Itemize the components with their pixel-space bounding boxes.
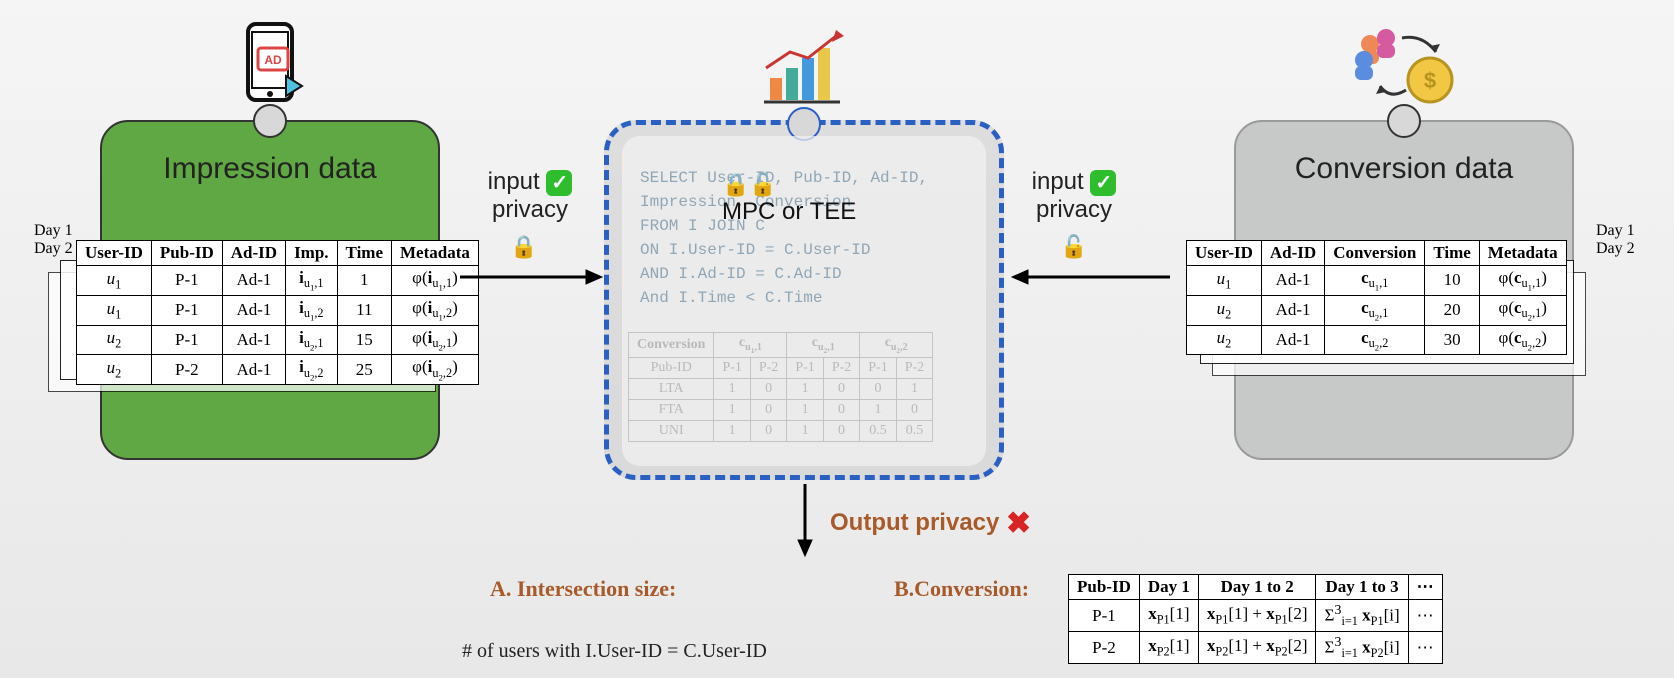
col-pubid: Pub-ID (151, 241, 222, 266)
col-userid: User-ID (1187, 241, 1262, 266)
lock-open-icon: 🔓 (1060, 234, 1087, 260)
impression-title: Impression data (102, 152, 438, 186)
left-day1: Day 1 (34, 222, 73, 240)
privacy-text: privacy (492, 196, 568, 223)
lock-black-icon: 🔒 (510, 234, 537, 260)
right-arrow (1004, 262, 1174, 292)
lock-open-icon: 🔓 (749, 172, 776, 198)
output-table: Pub-ID Day 1 Day 1 to 2 Day 1 to 3 ⋯ P-1… (1068, 574, 1443, 664)
col-meta: Metadata (1479, 241, 1566, 266)
conversion-table: User-ID Ad-ID Conversion Time Metadata u… (1186, 240, 1567, 355)
right-day1: Day 1 (1596, 222, 1635, 240)
right-input-label: input privacy (1014, 168, 1134, 224)
col-time: Time (337, 241, 391, 266)
out-b-label: B.Conversion: (894, 576, 1029, 602)
mpc-title-badge: 🔒🔓 MPC or TEE (714, 168, 864, 230)
col-userid: User-ID (77, 241, 152, 266)
input-text: input (1032, 168, 1084, 195)
lock-black-icon: 🔒 (722, 172, 749, 198)
phone-ad-icon: AD (230, 20, 320, 110)
left-day2: Day 2 (34, 240, 73, 258)
down-arrow (790, 480, 820, 560)
col-conv: Conversion (1325, 241, 1425, 266)
growth-chart-icon (760, 28, 850, 108)
conversion-title: Conversion data (1236, 152, 1572, 186)
panel-pin-right (1387, 104, 1421, 138)
mpc-title: MPC or TEE (722, 198, 856, 226)
input-text: input (488, 168, 540, 195)
check-icon (546, 170, 572, 196)
people-coin-icon: $ (1350, 24, 1460, 110)
col-adid: Ad-ID (222, 241, 285, 266)
col-time: Time (1425, 241, 1479, 266)
x-icon: ✖ (1006, 506, 1031, 541)
privacy-text: privacy (1036, 196, 1112, 223)
out-a-label: A. Intersection size: (490, 576, 676, 602)
output-privacy-label: Output privacy ✖ (830, 506, 1031, 541)
attribution-ghost-table: Conversioncu1,1cu2,1cu2,2 Pub-IDP-1P-2P-… (628, 332, 933, 442)
right-day2: Day 2 (1596, 240, 1635, 258)
svg-text:AD: AD (264, 53, 282, 67)
impression-table: User-ID Pub-ID Ad-ID Imp. Time Metadata … (76, 240, 479, 385)
left-input-label: input privacy (470, 168, 590, 224)
out-a-text: # of users with I.User-ID = C.User-ID (462, 640, 767, 663)
check-icon (1090, 170, 1116, 196)
col-imp: Imp. (286, 241, 337, 266)
left-arrow (456, 262, 606, 292)
col-adid: Ad-ID (1261, 241, 1324, 266)
panel-pin (253, 104, 287, 138)
svg-text:$: $ (1424, 68, 1436, 93)
